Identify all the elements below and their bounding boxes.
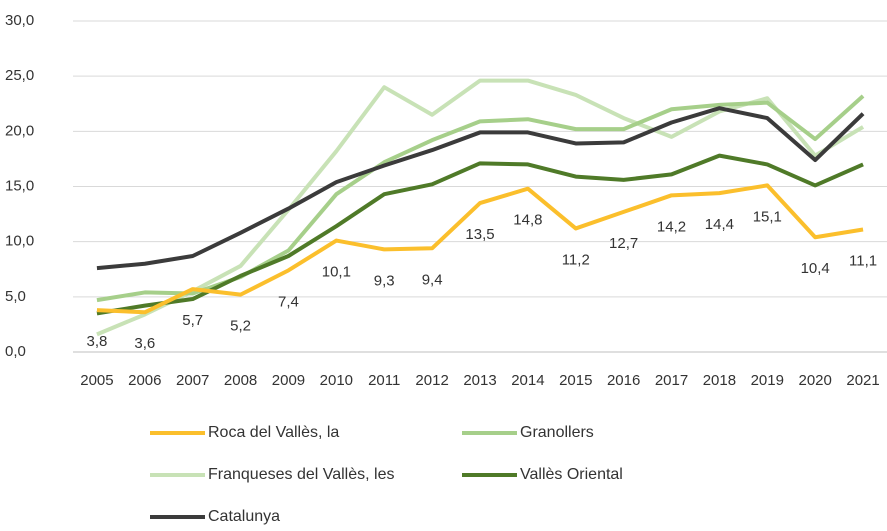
legend-label: Franqueses del Vallès, les <box>208 466 394 483</box>
series-line <box>96 94 865 303</box>
data-label: 9,4 <box>422 271 443 288</box>
x-tick-label: 2020 <box>798 372 831 389</box>
data-label: 5,2 <box>230 318 251 335</box>
x-tick-label: 2005 <box>80 372 113 389</box>
y-tick-label: 15,0 <box>5 177 34 194</box>
data-label: 14,2 <box>657 218 686 235</box>
x-tick-label: 2019 <box>751 372 784 389</box>
legend-label: Granollers <box>520 424 594 441</box>
x-tick-label: 2014 <box>511 372 544 389</box>
x-tick-label: 2008 <box>224 372 257 389</box>
data-label: 11,2 <box>562 251 590 268</box>
data-label: 11,1 <box>849 252 877 269</box>
x-tick-label: 2013 <box>463 372 496 389</box>
series-line <box>96 78 865 337</box>
x-tick-label: 2016 <box>607 372 640 389</box>
data-label: 13,5 <box>465 226 494 243</box>
data-label: 3,6 <box>134 335 155 352</box>
data-label: 14,4 <box>705 216 734 233</box>
x-tick-label: 2010 <box>320 372 353 389</box>
x-tick-label: 2007 <box>176 372 209 389</box>
data-label: 3,8 <box>87 333 108 350</box>
x-tick-label: 2018 <box>703 372 736 389</box>
data-label: 9,3 <box>374 272 395 289</box>
series-line <box>96 153 864 316</box>
legend-label: Catalunya <box>208 508 280 525</box>
data-label: 5,7 <box>182 312 203 329</box>
data-label: 15,1 <box>753 208 782 225</box>
data-label: 10,1 <box>322 264 351 281</box>
data-label: 14,8 <box>513 212 542 229</box>
x-tick-label: 2006 <box>128 372 161 389</box>
y-tick-label: 0,0 <box>5 343 26 360</box>
y-tick-label: 30,0 <box>5 12 34 29</box>
data-label: 10,4 <box>801 260 830 277</box>
x-tick-label: 2012 <box>415 372 448 389</box>
x-tick-label: 2021 <box>846 372 879 389</box>
series-line <box>96 183 864 315</box>
x-tick-label: 2011 <box>368 372 400 389</box>
y-tick-label: 5,0 <box>5 288 26 305</box>
legend-label: Vallès Oriental <box>520 466 623 483</box>
series-line <box>96 106 865 271</box>
legend-label: Roca del Vallès, la <box>208 424 339 441</box>
x-tick-label: 2015 <box>559 372 592 389</box>
x-tick-label: 2009 <box>272 372 305 389</box>
y-tick-label: 20,0 <box>5 122 34 139</box>
x-tick-label: 2017 <box>655 372 688 389</box>
y-tick-label: 25,0 <box>5 67 34 84</box>
y-tick-label: 10,0 <box>5 233 34 250</box>
data-label: 7,4 <box>278 293 299 310</box>
data-label: 12,7 <box>609 235 638 252</box>
